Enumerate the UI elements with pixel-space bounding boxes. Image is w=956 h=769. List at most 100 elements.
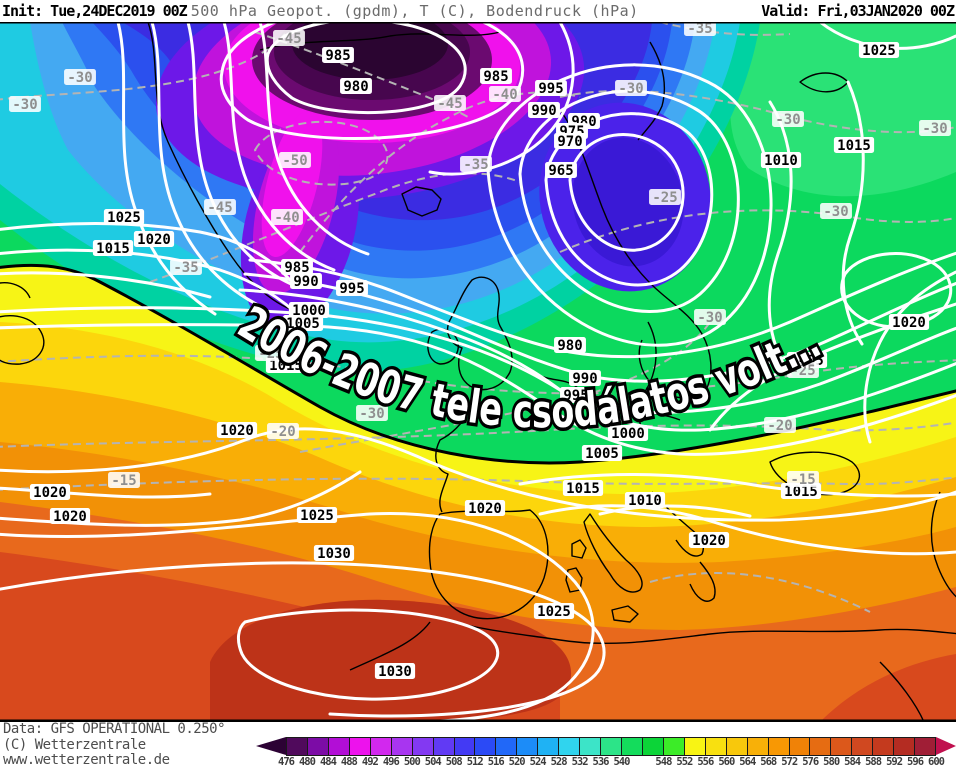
website-link[interactable]: www.wetterzentrale.de [3, 752, 170, 768]
colorbar-tick-532: 532 [571, 756, 589, 768]
svg-text:995: 995 [563, 388, 588, 404]
geopotential-colorbar: 476 480 484 488 492 496 500 504 508 512 516 520 524 5… [256, 737, 956, 768]
pressure-label: 1020 [133, 231, 175, 248]
svg-text:1015: 1015 [566, 481, 600, 497]
pressure-label: 1005 [282, 315, 324, 332]
temperature-label: -15 [787, 471, 819, 488]
colorbar-tick-560: 560 [718, 756, 735, 768]
colorbar-tick-516: 516 [487, 756, 505, 768]
pressure-label: 1020 [29, 484, 71, 501]
colorbar-tick-508: 508 [445, 756, 463, 768]
colorbar-tick-476: 476 [278, 756, 295, 768]
svg-text:1025: 1025 [107, 210, 141, 226]
colorbar-ticks: 476 480 484 488 492 496 500 504 508 512 516 520 524 5… [256, 756, 956, 768]
svg-text:-30: -30 [697, 310, 722, 326]
pressure-label: 1020 [464, 500, 506, 517]
svg-text:-40: -40 [274, 210, 299, 226]
colorbar-tick-596: 596 [907, 756, 924, 768]
colorbar-tick-556: 556 [697, 756, 714, 768]
temperature-label: -30 [356, 405, 388, 422]
colorbar-box-488 [349, 737, 371, 756]
svg-text:990: 990 [531, 103, 556, 119]
colorbar-box-584 [852, 737, 874, 756]
temperature-label: -30 [615, 80, 647, 97]
pressure-label: 1025 [296, 507, 338, 524]
colorbar-box-476 [286, 737, 308, 756]
temperature-label: -25 [787, 362, 819, 379]
pressure-label: 1010 [624, 492, 666, 509]
copyright-label: (C) Wetterzentrale [3, 736, 146, 753]
svg-text:-30: -30 [775, 112, 800, 128]
colorbar-box-560 [726, 737, 748, 756]
temperature-label: -45 [273, 30, 305, 47]
colorbar-box-572 [789, 737, 811, 756]
temperature-label: -40 [489, 86, 521, 103]
weather-map-canvas: 9859809859959909809759709651025101510101… [0, 0, 956, 724]
svg-text:980: 980 [343, 79, 368, 95]
svg-text:1020: 1020 [468, 501, 502, 517]
svg-text:-40: -40 [492, 87, 517, 103]
colorbar-box-496 [391, 737, 413, 756]
colorbar-box-536 [601, 737, 622, 756]
colorbar-boxes [286, 737, 937, 756]
svg-text:1015: 1015 [269, 358, 303, 374]
colorbar-box-520 [517, 737, 539, 756]
pressure-label: 1015 [833, 137, 875, 154]
svg-text:-25: -25 [652, 190, 677, 206]
svg-text:1020: 1020 [53, 509, 87, 525]
svg-text:1010: 1010 [764, 153, 798, 169]
pressure-label: 1020 [688, 532, 730, 549]
svg-text:1025: 1025 [300, 508, 334, 524]
colorbar-tick-504: 504 [424, 756, 442, 768]
svg-text:1030: 1030 [378, 664, 412, 680]
colorbar-box-580 [831, 737, 853, 756]
temperature-label: -30 [9, 96, 41, 113]
colorbar-box-556 [705, 737, 727, 756]
temperature-label: -35 [684, 20, 716, 37]
pressure-label: 1005 [581, 445, 623, 462]
pressure-label: 990 [569, 370, 601, 387]
map-border-top [0, 22, 956, 24]
svg-text:1030: 1030 [317, 546, 351, 562]
colorbar-box-508 [454, 737, 476, 756]
svg-text:1015: 1015 [96, 241, 130, 257]
colorbar-tick-496: 496 [382, 756, 400, 768]
temperature-label: -50 [279, 152, 311, 169]
svg-text:1015: 1015 [784, 484, 818, 500]
colorbar-tick-484: 484 [319, 756, 337, 768]
svg-text:1025: 1025 [862, 43, 896, 59]
pressure-label: 985 [480, 68, 512, 85]
init-time-label: Init: Tue,24DEC2019 00Z [2, 2, 188, 20]
pressure-label: 985 [322, 47, 354, 64]
pressure-label: 1020 [888, 314, 930, 331]
svg-text:1010: 1010 [628, 493, 662, 509]
svg-text:-35: -35 [463, 157, 488, 173]
svg-text:985: 985 [284, 260, 309, 276]
colorbar-box-516 [496, 737, 518, 756]
colorbar-tick-520: 520 [508, 756, 526, 768]
svg-text:990: 990 [572, 371, 597, 387]
svg-text:1015: 1015 [837, 138, 871, 154]
552-gpdm-contour [0, 263, 956, 465]
svg-text:970: 970 [557, 134, 582, 150]
temperature-label: -45 [434, 95, 466, 112]
pressure-label: 990 [528, 102, 560, 119]
colorbar-box-480 [307, 737, 329, 756]
pressure-label: 1025 [858, 42, 900, 59]
colorbar-tick-576: 576 [802, 756, 819, 768]
svg-text:995: 995 [339, 281, 364, 297]
colorbar-box-492 [370, 737, 392, 756]
colorbar-tick-552: 552 [676, 756, 693, 768]
chart-title: 500 hPa Geopot. (gpdm), T (C), Bodendruc… [190, 2, 639, 20]
colorbar-tick-588: 588 [865, 756, 882, 768]
pressure-label: 1020 [49, 508, 91, 525]
colorbar-tick-548: 548 [655, 756, 672, 768]
pressure-label: 995 [560, 387, 592, 404]
pressure-label: 980 [554, 337, 586, 354]
svg-text:1005: 1005 [585, 446, 619, 462]
svg-text:1020: 1020 [692, 533, 726, 549]
colorbar-tick-528: 528 [550, 756, 568, 768]
pressure-label: 1020 [216, 422, 258, 439]
colorbar-tick-480: 480 [298, 756, 316, 768]
colorbar-tick-584: 584 [844, 756, 861, 768]
